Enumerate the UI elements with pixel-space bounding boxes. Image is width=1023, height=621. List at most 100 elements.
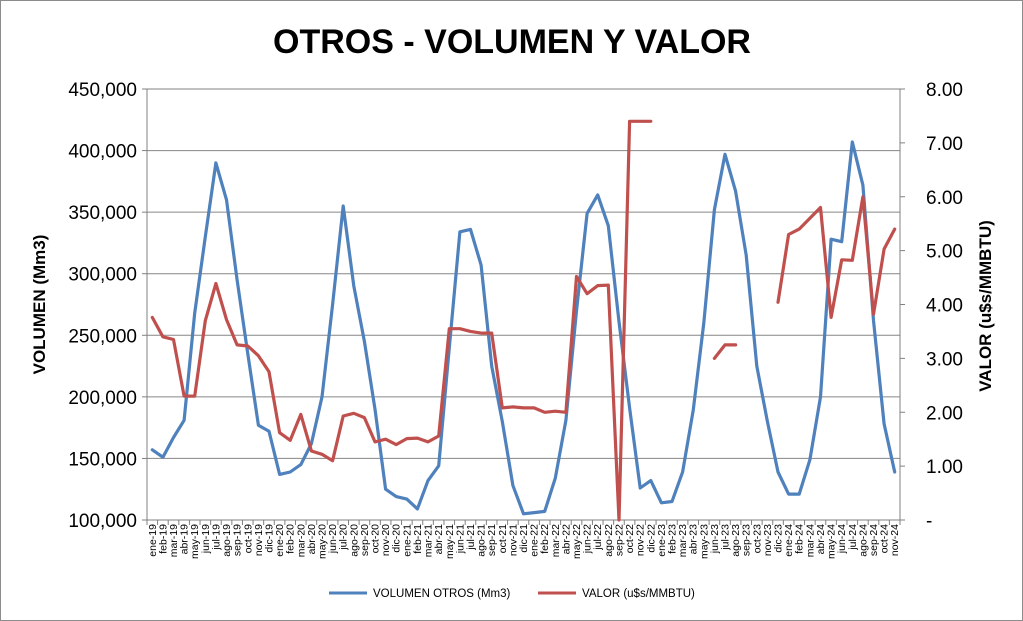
y-tick-label: 250,000 [68, 326, 137, 347]
x-tick-label: abr-20 [306, 524, 318, 555]
x-tick-label: jul-21 [465, 524, 477, 551]
x-tick-label: ene-22 [529, 524, 541, 557]
x-tick-label: jun-23 [709, 524, 721, 554]
valor-line [712, 343, 738, 360]
x-tick-label: may-21 [444, 524, 456, 559]
y-tick-label: 450,000 [68, 80, 137, 101]
x-tick-label: feb-24 [794, 524, 806, 554]
y-tick-label: 350,000 [68, 203, 137, 224]
volumen-line [150, 140, 897, 516]
x-tick-label: dic-23 [773, 524, 785, 553]
x-tick-label: mar-20 [295, 524, 307, 557]
legend: VOLUMEN OTROS (Mm3) VALOR (u$s/MMBTU) [329, 588, 695, 600]
x-tick-label: nov-23 [762, 524, 774, 556]
x-tick-label: nov-20 [380, 524, 392, 556]
chart-title: OTROS - VOLUMEN Y VALOR [273, 23, 751, 61]
y2-tick-label: 3.00 [926, 349, 963, 370]
x-tick-label: jun-21 [454, 524, 466, 554]
x-tick-label: sep-20 [359, 524, 371, 556]
valor-line [776, 195, 897, 319]
y-tick-label: 300,000 [68, 265, 137, 286]
x-tick-label: ago-23 [730, 524, 742, 557]
x-tick-label: nov-24 [889, 524, 901, 556]
y2-tick-label: - [926, 511, 932, 532]
x-tick-label: sep-19 [232, 524, 244, 556]
x-tick-label: feb-20 [285, 524, 297, 554]
x-tick-label: jul-23 [720, 524, 732, 551]
x-tick-label: sep-22 [613, 524, 625, 556]
x-tick-label: may-19 [189, 524, 201, 559]
x-tick-label: jul-24 [847, 524, 859, 551]
x-tick-label: ene-21 [401, 524, 413, 557]
x-tick-label: ene-23 [656, 524, 668, 557]
y2-tick-label: 8.00 [926, 80, 963, 101]
x-tick-label: may-23 [698, 524, 710, 559]
x-tick-label: mar-22 [550, 524, 562, 557]
x-tick-label: ago-20 [348, 524, 360, 557]
left-axis-title: VOLUMEN (Mm3) [30, 235, 49, 375]
x-tick-label: oct-24 [879, 524, 891, 553]
y-tick-label: 100,000 [68, 511, 137, 532]
x-tick-label: dic-22 [645, 524, 657, 553]
x-tick-label: feb-23 [666, 524, 678, 554]
x-tick-label: dic-19 [263, 524, 275, 553]
x-tick-label: jul-19 [210, 524, 222, 551]
y2-tick-label: 4.00 [926, 296, 963, 317]
x-tick-label: sep-24 [868, 524, 880, 556]
y-tick-label: 150,000 [68, 449, 137, 470]
x-tick-label: jul-22 [592, 524, 604, 551]
x-tick-label: dic-20 [391, 524, 403, 553]
series-lines [150, 119, 897, 522]
x-tick-label: ago-24 [857, 524, 869, 557]
y2-tick-label: 1.00 [926, 457, 963, 478]
right-axis-title: VALOR (u$s/MMBTU) [976, 220, 995, 392]
y2-tick-label: 2.00 [926, 403, 963, 424]
gridlines [147, 150, 900, 459]
x-tick-label: feb-22 [539, 524, 551, 554]
x-tick-label: abr-22 [560, 524, 572, 555]
x-tick-label: may-22 [571, 524, 583, 559]
plot-area-border [146, 88, 901, 521]
x-tick-label: oct-23 [751, 524, 763, 553]
legend-label-volumen: VOLUMEN OTROS (Mm3) [373, 588, 511, 600]
y2-tick-label: 7.00 [926, 134, 963, 155]
valor-line [150, 119, 653, 522]
y-tick-label: 400,000 [68, 142, 137, 163]
x-tick-label: abr-21 [433, 524, 445, 555]
x-tick-label: ene-20 [274, 524, 286, 557]
x-tick-label: mar-24 [804, 524, 816, 557]
x-tick-label: nov-21 [507, 524, 519, 556]
x-tick-label: sep-21 [486, 524, 498, 556]
x-tick-label: may-20 [316, 524, 328, 559]
x-tick-label: jul-20 [338, 524, 350, 551]
x-tick-label: mar-21 [423, 524, 435, 557]
x-axis-ticks: ene-19feb-19mar-19abr-19may-19jun-19jul-… [146, 520, 901, 559]
x-tick-label: mar-23 [677, 524, 689, 557]
x-tick-label: abr-19 [179, 524, 191, 555]
y-tick-label: 200,000 [68, 388, 137, 409]
right-axis-ticks: - 1.00 2.00 3.00 4.00 5.00 6.00 7.00 8.00 [900, 80, 963, 532]
x-tick-label: oct-20 [370, 524, 382, 553]
y2-tick-label: 6.00 [926, 188, 963, 209]
x-tick-label: oct-22 [624, 524, 636, 553]
x-tick-label: feb-21 [412, 524, 424, 554]
legend-label-valor: VALOR (u$s/MMBTU) [582, 588, 695, 600]
x-tick-label: jun-19 [200, 524, 212, 554]
x-tick-label: ago-21 [476, 524, 488, 557]
y2-tick-label: 5.00 [926, 242, 963, 263]
x-tick-label: nov-22 [635, 524, 647, 556]
x-tick-label: may-24 [826, 524, 838, 559]
x-tick-label: oct-19 [242, 524, 254, 553]
x-tick-label: mar-19 [168, 524, 180, 557]
x-tick-label: abr-24 [815, 524, 827, 555]
x-tick-label: jun-22 [582, 524, 594, 554]
x-tick-label: feb-19 [157, 524, 169, 554]
x-tick-label: jun-24 [836, 524, 848, 554]
x-tick-label: abr-23 [688, 524, 700, 555]
x-tick-label: dic-21 [518, 524, 530, 553]
left-axis-ticks: 100,000 150,000 200,000 250,000 300,000 350,0… [68, 80, 147, 532]
x-tick-label: oct-21 [497, 524, 509, 553]
x-tick-label: jun-20 [327, 524, 339, 554]
